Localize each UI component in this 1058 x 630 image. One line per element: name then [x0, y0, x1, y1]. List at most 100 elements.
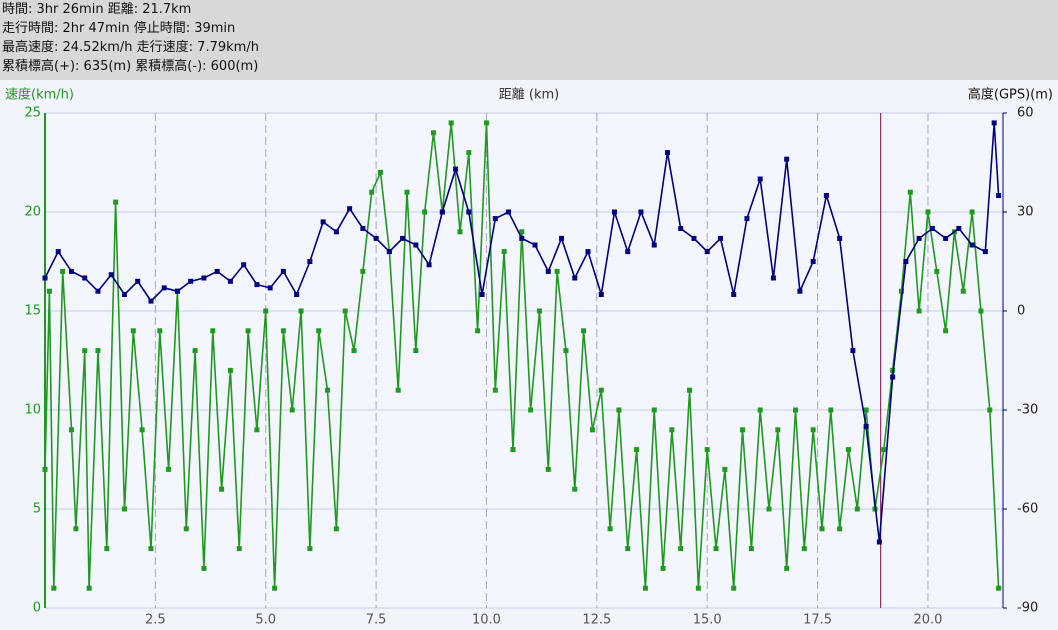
point-marker — [378, 169, 384, 175]
point-marker — [280, 328, 286, 334]
point-marker — [333, 526, 339, 532]
point-marker — [320, 219, 326, 225]
point-marker — [42, 466, 48, 472]
point-marker — [104, 546, 110, 552]
point-marker — [810, 427, 816, 433]
point-marker — [801, 546, 807, 552]
point-marker — [956, 226, 962, 231]
x-tick-label: 20.0 — [913, 613, 942, 628]
y-tick-label: 25 — [24, 106, 41, 121]
point-marker — [943, 235, 949, 241]
point-marker — [422, 209, 428, 215]
point-marker — [598, 387, 604, 393]
point-marker — [757, 407, 763, 413]
point-marker — [744, 216, 750, 222]
point-marker — [82, 348, 88, 354]
point-marker — [969, 242, 975, 248]
point-marker — [174, 288, 180, 294]
point-marker — [51, 585, 57, 591]
point-marker — [227, 278, 233, 284]
point-marker — [108, 272, 114, 278]
x-tick-label: 5.0 — [255, 613, 276, 628]
point-marker — [210, 328, 216, 334]
point-marker — [607, 526, 613, 532]
point-marker — [280, 268, 286, 274]
point-marker — [775, 427, 781, 433]
point-marker — [934, 268, 940, 274]
point-marker — [770, 275, 776, 281]
point-marker — [850, 348, 856, 354]
point-marker — [713, 546, 719, 552]
point-marker — [214, 268, 220, 274]
point-marker — [907, 189, 913, 195]
point-marker — [161, 285, 167, 291]
point-marker — [845, 447, 851, 453]
point-marker — [263, 308, 269, 314]
point-marker — [731, 292, 737, 297]
point-marker — [135, 278, 141, 284]
summary-line: 最高速度: 24.52km/h 走行速度: 7.79km/h — [2, 40, 259, 55]
point-marker — [325, 387, 331, 393]
point-marker — [982, 249, 988, 255]
point-marker — [453, 166, 459, 172]
point-marker — [695, 585, 701, 591]
point-marker — [740, 427, 746, 433]
point-marker — [890, 374, 896, 380]
point-marker — [598, 292, 604, 297]
summary-line: 走行時間: 2hr 47min 停止時間: 39min — [2, 21, 236, 36]
point-marker — [86, 585, 92, 591]
point-marker — [854, 506, 860, 512]
point-marker — [254, 427, 260, 433]
point-marker — [978, 308, 984, 314]
point-marker — [687, 387, 693, 393]
point-marker — [863, 407, 869, 413]
x-tick-label: 2.5 — [145, 613, 166, 628]
point-marker — [554, 268, 560, 274]
point-marker — [55, 249, 61, 255]
y2-tick-label: 0 — [1017, 304, 1025, 319]
point-marker — [448, 120, 454, 126]
point-marker — [823, 193, 829, 198]
point-marker — [545, 268, 551, 274]
point-marker — [589, 427, 595, 433]
point-marker — [563, 348, 569, 354]
x-tick-label: 12.5 — [582, 613, 611, 628]
point-marker — [991, 120, 997, 126]
point-marker — [722, 466, 728, 472]
point-marker — [95, 348, 101, 354]
summary-header: 時間: 3hr 26min 距離: 21.7km 走行時間: 2hr 47min … — [0, 0, 1058, 80]
point-marker — [148, 546, 154, 552]
point-marker — [192, 348, 198, 354]
point-marker — [130, 328, 136, 334]
x-tick-label: 10.0 — [472, 613, 501, 628]
point-marker — [457, 229, 463, 235]
point-marker — [404, 189, 410, 195]
point-marker — [219, 486, 225, 492]
x-axis-label: 距離 (km) — [499, 88, 559, 103]
y-tick-label: 20 — [24, 205, 41, 220]
point-marker — [466, 209, 472, 215]
point-marker — [766, 506, 772, 512]
point-marker — [395, 387, 401, 393]
point-marker — [996, 193, 1002, 198]
point-marker — [572, 275, 578, 281]
point-marker — [42, 275, 48, 281]
point-marker — [373, 235, 379, 241]
point-marker — [68, 427, 74, 433]
point-marker — [413, 242, 419, 248]
point-marker — [342, 308, 348, 314]
summary-line: 累積標高(+): 635(m) 累積標高(-): 600(m) — [2, 59, 259, 74]
point-marker — [651, 407, 657, 413]
point-marker — [369, 189, 375, 195]
point-marker — [157, 328, 163, 334]
point-marker — [784, 565, 790, 571]
point-marker — [519, 229, 525, 235]
point-marker — [929, 226, 935, 231]
point-marker — [307, 259, 313, 264]
point-marker — [479, 292, 485, 297]
point-marker — [241, 262, 247, 268]
point-marker — [519, 235, 525, 241]
point-marker — [678, 546, 684, 552]
y-tick-label: 10 — [24, 403, 41, 418]
